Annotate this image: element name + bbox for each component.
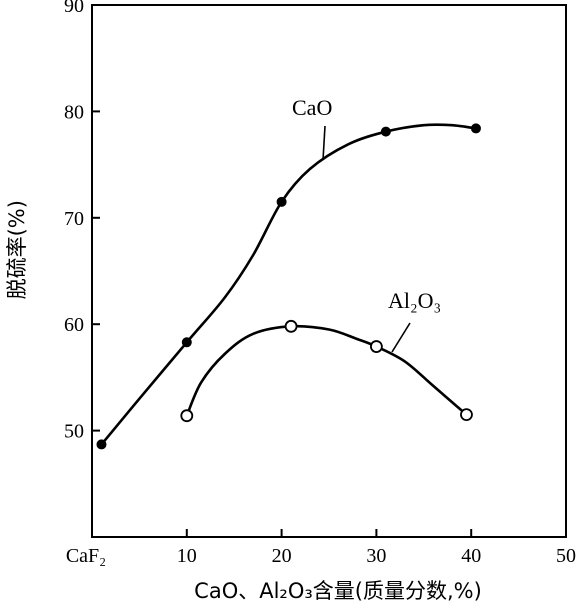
data-point — [460, 408, 473, 422]
y-tick-label: 70 — [64, 208, 84, 230]
y-tick-label: 90 — [64, 0, 84, 17]
x-axis-ticks: CaF₂ 10 20 30 40 50 — [66, 529, 576, 567]
series-line — [100, 123, 478, 446]
series-layer: CaO Al₂O₃ — [96, 95, 481, 450]
y-tick-label: 50 — [64, 421, 84, 443]
plot-frame — [91, 4, 567, 538]
data-point — [96, 439, 107, 450]
series-label: CaO — [292, 95, 332, 120]
data-point — [180, 409, 194, 423]
data-point — [470, 123, 481, 134]
x-axis-title: CaO、Al₂O₃含量(质量分数,%) — [194, 579, 482, 603]
x-tick-label: CaF₂ — [66, 545, 106, 567]
y-axis-title: 脱硫率(%) — [5, 200, 29, 299]
x-tick-label: 30 — [366, 545, 386, 567]
y-axis-ticks: 50 60 70 80 90 — [64, 0, 100, 443]
series-al2o3: Al₂O₃ — [180, 288, 473, 423]
plot-border — [91, 4, 567, 538]
series-label-leader — [322, 125, 326, 161]
series-label: Al₂O₃ — [388, 288, 441, 313]
data-point — [369, 340, 383, 353]
y-tick-label: 80 — [64, 101, 84, 123]
x-tick-label: 40 — [461, 545, 481, 567]
series-cao: CaO — [96, 95, 481, 450]
data-point — [181, 337, 192, 348]
x-tick-label: 10 — [177, 545, 197, 567]
data-point — [380, 126, 391, 137]
x-tick-label: 50 — [556, 545, 576, 567]
data-point — [284, 319, 298, 333]
x-tick-label: 20 — [272, 545, 292, 567]
series-line — [185, 324, 468, 417]
y-tick-label: 60 — [64, 314, 84, 336]
series-label-leader — [391, 322, 411, 353]
data-point — [276, 196, 287, 207]
